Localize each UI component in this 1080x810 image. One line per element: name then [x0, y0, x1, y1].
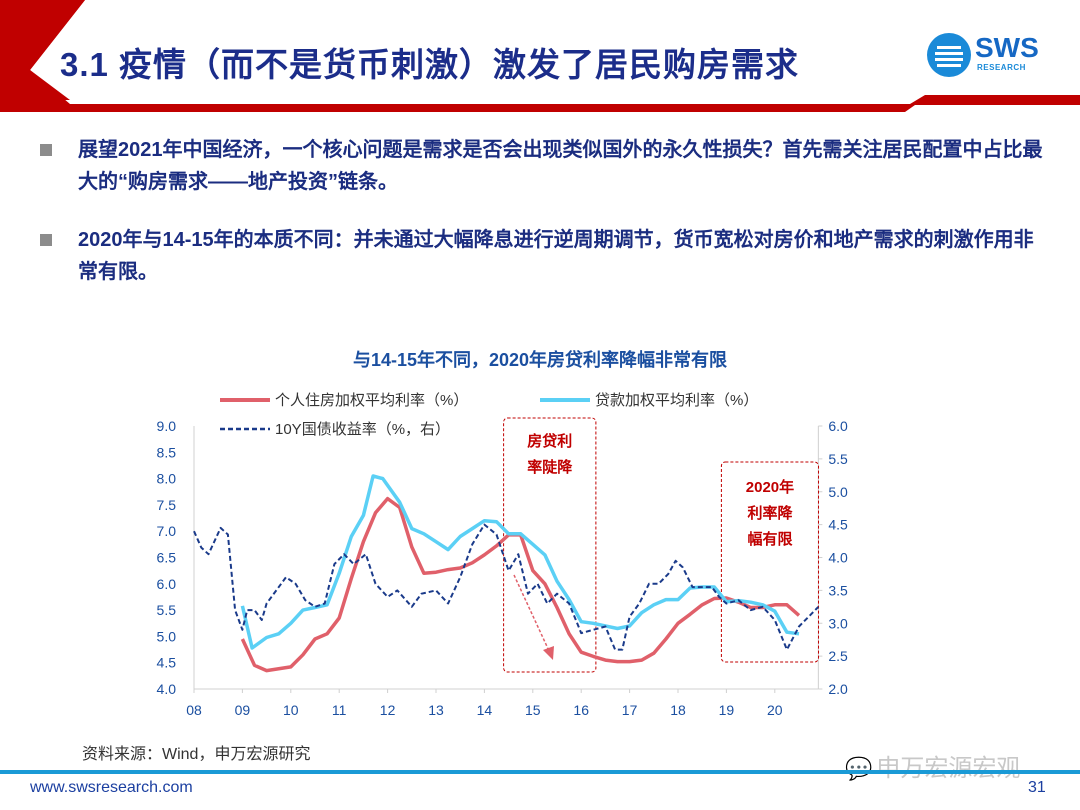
y-left-tick-label: 7.0 — [157, 523, 177, 539]
bullet-square-icon — [40, 234, 52, 246]
x-tick-label: 13 — [428, 702, 444, 718]
website-link[interactable]: www.swsresearch.com — [30, 779, 193, 796]
wechat-icon: 💬 — [845, 756, 873, 781]
bullet-text: 2020年与14-15年的本质不同：并未通过大幅降息进行逆周期调节，货币宽松对房… — [78, 229, 1034, 283]
legend-label: 个人住房加权平均利率（%） — [275, 392, 468, 409]
logo-icon — [927, 33, 971, 77]
logo-sub: RESEARCH — [977, 63, 1026, 72]
series-line-1 — [240, 496, 801, 673]
x-tick-label: 18 — [670, 702, 686, 718]
y-right-tick-label: 5.0 — [828, 484, 848, 500]
y-right-tick-label: 2.0 — [828, 681, 848, 697]
x-tick-label: 11 — [332, 702, 347, 718]
y-right-tick-label: 3.0 — [828, 615, 848, 631]
y-left-tick-label: 6.5 — [157, 550, 177, 566]
annotation-box — [503, 417, 597, 673]
annotation-text: 幅有限 — [747, 530, 792, 548]
x-tick-label: 17 — [622, 702, 638, 718]
header-banner — [0, 0, 1080, 112]
y-left-tick-label: 5.0 — [157, 628, 177, 644]
x-tick-label: 16 — [573, 702, 589, 718]
y-right-tick-label: 4.0 — [828, 550, 848, 566]
y-left-tick-label: 4.0 — [157, 681, 177, 697]
x-tick-label: 09 — [235, 702, 251, 718]
x-tick-label: 20 — [767, 702, 783, 718]
bullet-2: 2020年与14-15年的本质不同：并未通过大幅降息进行逆周期调节，货币宽松对房… — [40, 224, 1050, 288]
trend-arrow — [513, 574, 551, 654]
bullet-square-icon — [40, 144, 52, 156]
x-tick-label: 12 — [380, 702, 396, 718]
y-right-tick-label: 3.5 — [828, 582, 848, 598]
x-tick-label: 19 — [719, 702, 735, 718]
y-left-tick-label: 8.5 — [157, 444, 177, 460]
y-right-tick-label: 2.5 — [828, 648, 848, 664]
annotation-text: 率陡降 — [527, 458, 573, 476]
y-left-tick-label: 9.0 — [157, 418, 177, 434]
logo-name: SWS — [975, 32, 1039, 63]
annotation-text: 房贷利 — [527, 432, 572, 450]
x-tick-label: 10 — [283, 702, 299, 718]
page-title: 3.1 疫情（而不是货币刺激）激发了居民购房需求 — [60, 46, 800, 83]
bullet-1: 展望2021年中国经济，一个核心问题是需求是否会出现类似国外的永久性损失？首先需… — [40, 134, 1050, 198]
footer-divider — [0, 770, 1080, 774]
y-right-tick-label: 4.5 — [828, 517, 848, 533]
annotation-text: 2020年 — [746, 478, 794, 496]
sws-logo: SWS RESEARCH — [925, 30, 1060, 80]
page-number: 31 — [1028, 779, 1046, 796]
y-right-tick-label: 5.5 — [828, 451, 848, 467]
rate-chart: 9.0 8.5 8.0 7.5 7.0 6.5 6.0 5.5 5.0 4.5 4.0 6.0 5.5 5… — [157, 392, 849, 718]
x-tick-label: 15 — [525, 702, 541, 718]
annotation-text: 利率降 — [747, 504, 793, 522]
legend-label: 贷款加权平均利率（%） — [595, 392, 758, 409]
y-left-tick-label: 4.5 — [157, 655, 177, 671]
source-note: 资料来源：Wind，申万宏源研究 — [82, 746, 311, 763]
legend-label: 10Y国债收益率（%，右） — [275, 421, 450, 438]
chart-title: 与14-15年不同，2020年房贷利率降幅非常有限 — [352, 350, 728, 370]
y-left-tick-label: 7.5 — [157, 497, 177, 513]
watermark: 💬 申万宏源宏观 — [845, 748, 1020, 783]
x-tick-label: 14 — [477, 702, 493, 718]
watermark-text: 申万宏源宏观 — [876, 755, 1021, 782]
arrow-head-icon — [543, 646, 554, 660]
bullet-text: 展望2021年中国经济，一个核心问题是需求是否会出现类似国外的永久性损失？首先需… — [78, 139, 1043, 193]
x-tick-label: 08 — [186, 702, 202, 718]
y-left-tick-label: 6.0 — [157, 576, 177, 592]
y-left-tick-label: 5.5 — [157, 602, 177, 618]
y-right-tick-label: 6.0 — [828, 418, 848, 434]
series-line-3 — [193, 523, 820, 651]
y-left-tick-label: 8.0 — [157, 471, 177, 487]
annotation-box — [720, 461, 820, 663]
